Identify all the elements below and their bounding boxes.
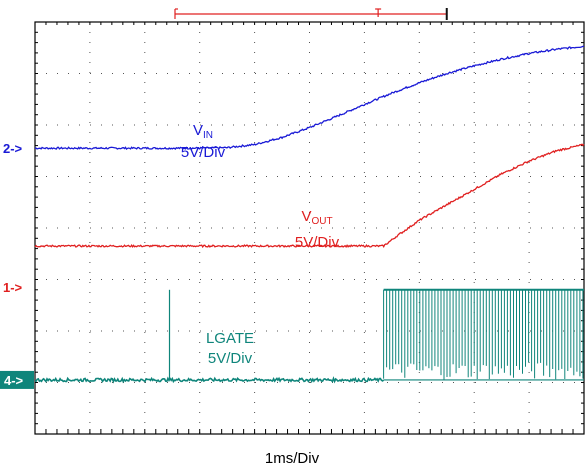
vout-scale: 5V/Div (295, 234, 340, 251)
series-label-vin: VIN (193, 122, 213, 141)
vout-label-sub: OUT (311, 216, 332, 227)
lgate-scale: 5V/Div (208, 350, 253, 367)
trigger-cursor (174, 8, 448, 20)
grid (34, 21, 585, 435)
trace-vin (34, 45, 585, 151)
vout-label-main: V (301, 208, 311, 225)
channel-marker-4-bg (0, 370, 34, 389)
channel-marker-4: 4-> (4, 373, 24, 388)
channel-markers: 2-> 1-> 4-> (0, 141, 34, 389)
channel-marker-2: 2-> (3, 141, 23, 156)
x-axis-label: 1ms/Div (265, 450, 320, 467)
trace-lgate-low (34, 376, 385, 384)
trace-vout (34, 143, 585, 249)
series-label-lgate: LGATE (206, 330, 254, 347)
traces (34, 45, 585, 384)
vin-label-main: V (193, 122, 203, 139)
vin-scale: 5V/Div (181, 144, 226, 161)
channel-marker-1: 1-> (3, 280, 23, 295)
series-label-vout: VOUT (301, 208, 332, 227)
vin-label-sub: IN (203, 130, 213, 141)
